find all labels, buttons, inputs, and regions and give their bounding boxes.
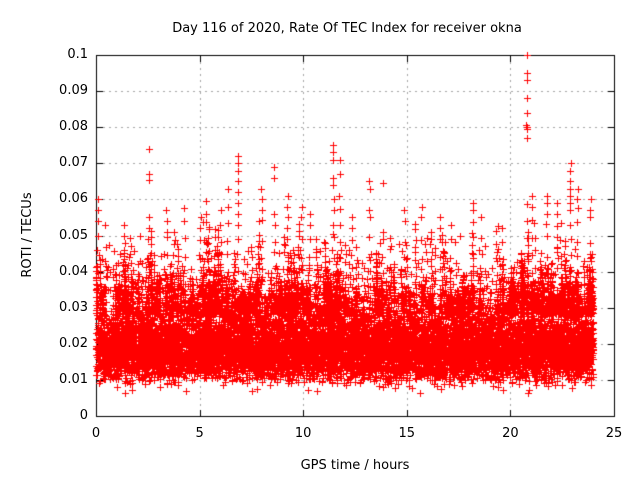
x-tick-label: 10 bbox=[294, 426, 312, 441]
y-tick-label: 0.04 bbox=[59, 263, 88, 279]
y-tick-label: 0.1 bbox=[67, 47, 88, 62]
x-tick-label: 25 bbox=[605, 426, 623, 441]
chart-title: Day 116 of 2020, Rate Of TEC Index for r… bbox=[172, 21, 522, 36]
y-tick-label: 0.05 bbox=[59, 227, 88, 243]
x-tick-label: 0 bbox=[91, 426, 101, 441]
x-tick-label: 5 bbox=[195, 426, 204, 441]
y-tick-label: 0.09 bbox=[59, 83, 88, 99]
y-tick-label: 0.03 bbox=[59, 299, 88, 315]
y-tick-label: 0.06 bbox=[59, 191, 88, 207]
y-tick-label: 0.07 bbox=[59, 155, 88, 171]
x-tick-label: 15 bbox=[398, 426, 416, 441]
x-tick-label: 20 bbox=[502, 426, 519, 441]
y-tick-label: 0 bbox=[79, 408, 88, 423]
y-tick-label: 0.01 bbox=[59, 371, 88, 387]
y-tick-label: 0.08 bbox=[59, 119, 88, 135]
x-axis-label: GPS time / hours bbox=[300, 458, 410, 473]
y-tick-label: 0.02 bbox=[59, 335, 88, 351]
